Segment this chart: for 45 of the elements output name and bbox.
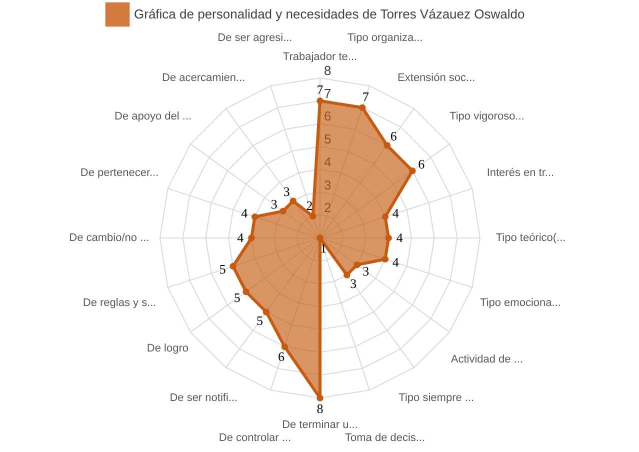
data-label: 6 (390, 128, 398, 144)
spoke-label: Extensión soc... (398, 72, 476, 84)
spoke-label: De ser notifi... (170, 392, 238, 404)
spoke-label: Interés en tr... (486, 166, 554, 179)
spoke-label: De logro (146, 342, 189, 355)
y-tick-label: 2 (324, 200, 332, 216)
data-label: 5 (234, 290, 240, 306)
data-label: 5 (256, 312, 264, 328)
data-label: 4 (396, 230, 404, 245)
spoke-label: De apoyo del ... (114, 110, 192, 123)
spoke-label: De controlar ... (218, 432, 292, 444)
y-tick-label: 4 (324, 154, 332, 170)
spoke-label: De terminar u... (282, 419, 358, 431)
spoke-label: Tipo teórico(... (496, 232, 566, 244)
spoke-label: De acercamien... (162, 72, 246, 84)
spoke-label: Tipo siempre ... (398, 392, 474, 404)
legend-label: Gráfica de personalidad y necesidades de Torres Vázauez Oswaldo (134, 6, 525, 22)
spoke-label: Actividad de ... (450, 353, 524, 366)
y-tick-label: 7 (324, 86, 332, 101)
data-label: 7 (362, 89, 370, 104)
data-label: 3 (283, 184, 290, 200)
data-label: 3 (270, 196, 278, 212)
data-label: 2 (306, 198, 313, 213)
spoke-label: De ser agresi... (218, 32, 292, 44)
spoke-label: Tipo emociona... (480, 297, 561, 310)
data-label: 4 (392, 254, 400, 270)
spoke-label: De pertenecer... (80, 166, 159, 179)
y-tick-label: 8 (324, 63, 332, 78)
spoke-label: De cambio/no ... (69, 232, 150, 244)
y-tick-label: 6 (324, 108, 332, 124)
data-label: 4 (241, 205, 248, 220)
data-label: 6 (418, 156, 426, 172)
y-tick-label: 3 (324, 177, 332, 192)
data-label: 4 (392, 205, 400, 220)
spoke-label: Tipo organiza... (347, 32, 423, 44)
spoke-label: Trabajador te... (282, 51, 358, 63)
y-tick-label: 5 (324, 132, 332, 147)
spoke-label: De reglas y s... (82, 297, 156, 310)
data-label: 3 (350, 276, 357, 291)
spoke-label: Toma de decis... (345, 432, 426, 444)
data-label: 6 (278, 349, 286, 364)
spoke-label: Tipo vigoroso... (450, 110, 524, 123)
data-label: 5 (219, 262, 226, 277)
data-label: 3 (362, 263, 370, 278)
data-label: 4 (237, 230, 244, 245)
